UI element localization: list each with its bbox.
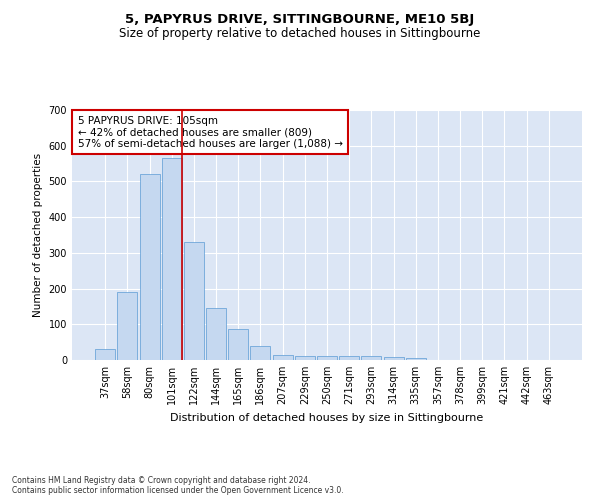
Y-axis label: Number of detached properties: Number of detached properties xyxy=(33,153,43,317)
Bar xyxy=(95,350,115,360)
Bar xyxy=(140,174,160,360)
Bar xyxy=(383,357,404,360)
Bar xyxy=(361,356,382,360)
Bar xyxy=(118,292,137,360)
X-axis label: Distribution of detached houses by size in Sittingbourne: Distribution of detached houses by size … xyxy=(170,412,484,422)
Bar xyxy=(295,356,315,360)
Bar xyxy=(184,242,204,360)
Bar xyxy=(162,158,182,360)
Bar xyxy=(228,329,248,360)
Bar xyxy=(272,356,293,360)
Text: Contains HM Land Registry data © Crown copyright and database right 2024.
Contai: Contains HM Land Registry data © Crown c… xyxy=(12,476,344,495)
Bar xyxy=(206,308,226,360)
Bar xyxy=(317,356,337,360)
Bar xyxy=(339,356,359,360)
Bar xyxy=(406,358,426,360)
Text: 5 PAPYRUS DRIVE: 105sqm
← 42% of detached houses are smaller (809)
57% of semi-d: 5 PAPYRUS DRIVE: 105sqm ← 42% of detache… xyxy=(77,116,343,149)
Text: 5, PAPYRUS DRIVE, SITTINGBOURNE, ME10 5BJ: 5, PAPYRUS DRIVE, SITTINGBOURNE, ME10 5B… xyxy=(125,12,475,26)
Bar xyxy=(250,346,271,360)
Text: Size of property relative to detached houses in Sittingbourne: Size of property relative to detached ho… xyxy=(119,28,481,40)
